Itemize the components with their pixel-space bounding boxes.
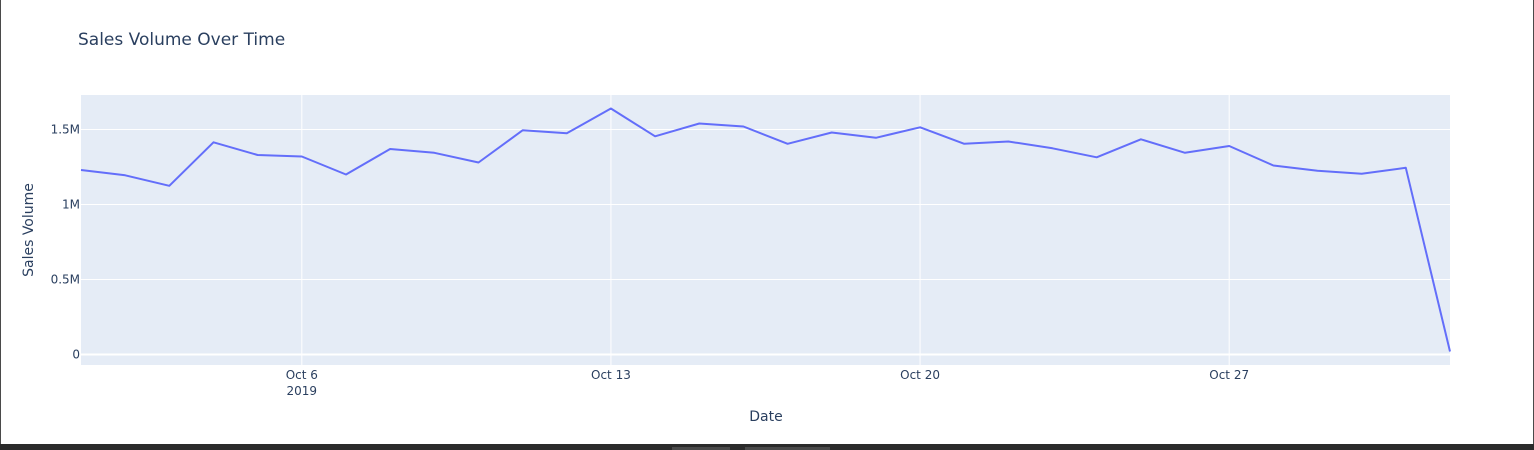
data-point[interactable] <box>1225 142 1233 150</box>
data-point[interactable] <box>1314 167 1322 175</box>
data-point[interactable] <box>1181 149 1189 157</box>
data-point[interactable] <box>828 129 836 137</box>
data-point[interactable] <box>254 151 262 159</box>
bottom-tab <box>672 447 730 450</box>
x-tick-label: Oct 27 <box>1209 368 1249 382</box>
data-point[interactable] <box>1004 138 1012 146</box>
data-point[interactable] <box>739 123 747 131</box>
data-point[interactable] <box>651 132 659 140</box>
data-point[interactable] <box>342 171 350 179</box>
x-axis-title: Date <box>749 409 782 425</box>
data-point[interactable] <box>784 140 792 148</box>
y-axis-ticks: 0 0.5M 1M 1.5M <box>51 123 80 362</box>
data-point[interactable] <box>121 171 129 179</box>
data-point[interactable] <box>1049 144 1057 152</box>
y-tick-label: 1M <box>62 198 80 212</box>
data-point[interactable] <box>474 159 482 167</box>
y-tick-label: 0 <box>72 348 80 362</box>
data-point[interactable] <box>1137 135 1145 143</box>
data-point[interactable] <box>1446 348 1454 356</box>
data-point[interactable] <box>1093 153 1101 161</box>
series-line <box>80 107 1451 352</box>
x-tick-label: Oct 13 <box>591 368 631 382</box>
data-point[interactable] <box>165 182 173 190</box>
data-point[interactable] <box>430 149 438 157</box>
data-point[interactable] <box>77 166 85 174</box>
grid-lines <box>81 95 1450 365</box>
x-tick-sublabel: 2019 <box>287 384 318 398</box>
data-point[interactable] <box>872 134 880 142</box>
data-point[interactable] <box>695 120 703 128</box>
data-point[interactable] <box>1402 164 1410 172</box>
y-axis-title: Sales Volume <box>21 183 37 277</box>
data-point[interactable] <box>298 153 306 161</box>
x-tick-label: Oct 20 <box>900 368 940 382</box>
plot-area <box>81 95 1450 365</box>
x-axis-ticks: Oct 6 2019 Oct 13 Oct 20 Oct 27 <box>286 368 1249 398</box>
data-point[interactable] <box>519 126 527 134</box>
bottom-bar <box>0 444 1534 450</box>
chart-title: Sales Volume Over Time <box>78 30 285 50</box>
data-point[interactable] <box>960 140 968 148</box>
y-tick-label: 1.5M <box>51 123 80 137</box>
data-point[interactable] <box>209 138 217 146</box>
x-tick-label: Oct 6 <box>286 368 318 382</box>
data-point[interactable] <box>916 123 924 131</box>
data-point[interactable] <box>386 145 394 153</box>
data-point[interactable] <box>1269 162 1277 170</box>
bottom-tab <box>745 447 830 450</box>
data-point[interactable] <box>607 105 615 113</box>
data-point[interactable] <box>1358 170 1366 178</box>
data-point[interactable] <box>563 129 571 137</box>
series-layer <box>77 105 1454 356</box>
y-tick-label: 0.5M <box>51 273 80 287</box>
